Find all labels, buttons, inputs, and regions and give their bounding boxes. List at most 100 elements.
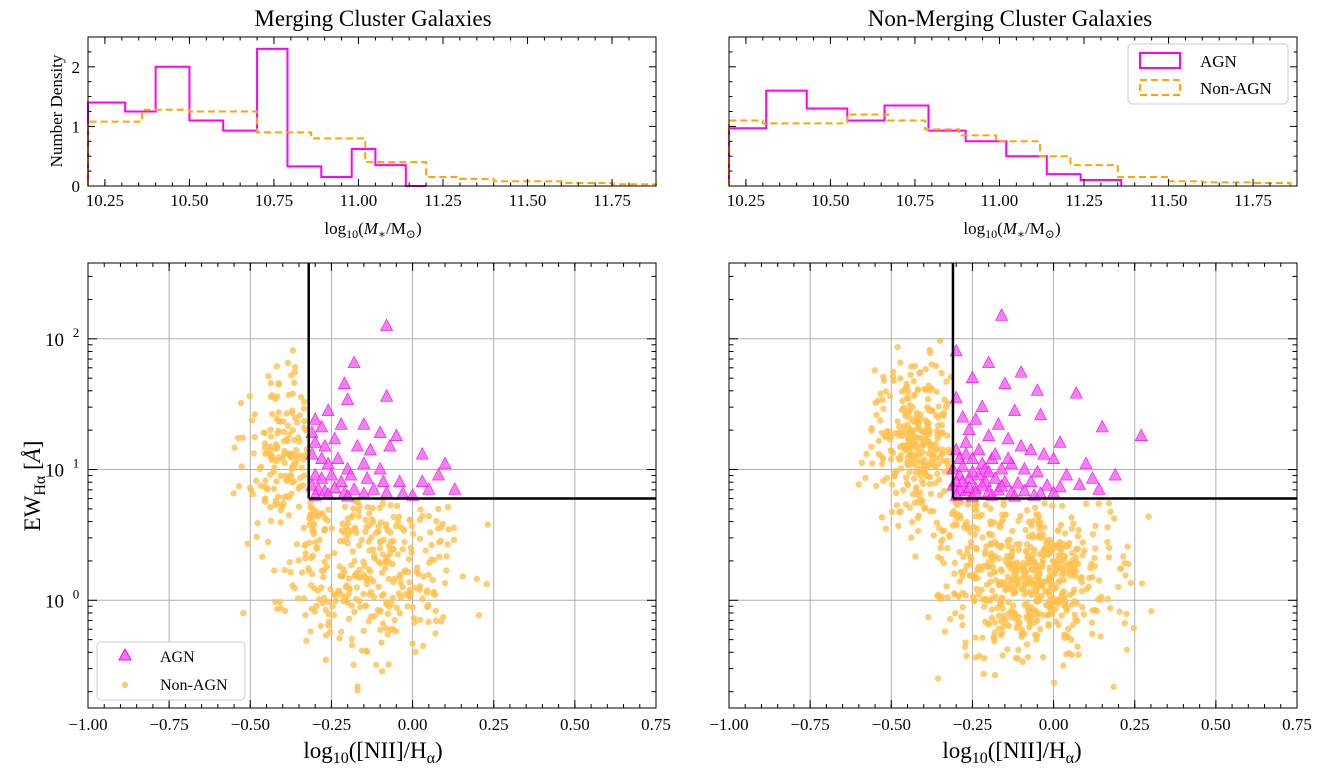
histogram-y-tick-label: 0 <box>72 177 81 196</box>
agn-point <box>965 370 979 383</box>
non-agn-point <box>408 522 416 530</box>
legend-non-agn-label: Non-AGN <box>1200 79 1272 98</box>
scatter-y-tick-exponent: 1 <box>73 456 80 471</box>
non-agn-point <box>1045 573 1053 580</box>
non-agn-point <box>1055 552 1062 559</box>
histogram-x-tick-label: 10.50 <box>811 191 849 210</box>
non-agn-point <box>985 620 993 627</box>
agn-point <box>959 446 973 460</box>
agn-point <box>315 451 329 464</box>
non-agn-point <box>1015 546 1023 553</box>
non-agn-point <box>914 386 921 393</box>
non-agn-point <box>999 605 1007 612</box>
histogram-x-tick-label: 11.25 <box>424 191 462 210</box>
non-agn-point <box>959 604 966 611</box>
non-agn-point <box>350 505 357 512</box>
non-agn-point <box>869 460 876 467</box>
non-agn-point <box>1069 621 1076 629</box>
non-agn-point <box>337 628 345 635</box>
non-agn-point <box>412 648 419 656</box>
non-agn-point <box>1044 612 1051 619</box>
non-agn-point <box>417 506 424 513</box>
non-agn-point <box>1004 646 1011 653</box>
non-agn-point <box>350 661 357 668</box>
non-agn-point <box>406 579 413 586</box>
non-agn-point <box>273 415 280 422</box>
non-agn-point <box>247 486 255 494</box>
non-agn-point <box>936 492 944 499</box>
non-agn-point <box>882 525 889 532</box>
scatter-x-tick-label: 0.75 <box>1282 715 1312 734</box>
non-agn-point <box>1024 653 1032 661</box>
non-agn-point <box>1115 583 1122 591</box>
non-agn-point <box>961 567 968 575</box>
agn-point <box>1108 467 1122 481</box>
non-agn-point <box>1124 543 1131 550</box>
non-agn-point <box>1072 568 1080 575</box>
non-agn-point <box>1065 634 1072 641</box>
non-agn-point <box>1138 580 1146 587</box>
non-agn-point <box>302 541 309 548</box>
non-agn-point <box>289 479 296 486</box>
non-agn-point <box>289 347 296 354</box>
agn-point <box>1047 451 1061 464</box>
scatter-non-merging-frame <box>728 262 1298 709</box>
non-agn-point <box>894 344 901 351</box>
non-agn-point <box>274 605 281 612</box>
non-agn-point <box>1023 541 1031 548</box>
non-agn-point <box>362 528 369 535</box>
non-agn-point <box>900 487 907 494</box>
non-agn-point <box>922 471 930 479</box>
non-agn-point <box>262 495 269 502</box>
non-agn-point <box>364 504 371 511</box>
agn-point <box>357 486 371 499</box>
non-agn-point <box>237 399 245 407</box>
non-agn-point <box>356 503 363 510</box>
non-agn-point <box>1122 572 1129 579</box>
non-agn-point <box>1092 545 1099 552</box>
non-agn-point <box>300 456 307 463</box>
non-agn-point <box>938 369 945 377</box>
non-agn-point <box>1025 617 1033 625</box>
non-agn-point <box>356 542 363 549</box>
non-agn-point <box>230 490 237 497</box>
non-agn-point <box>936 460 943 467</box>
agn-point <box>1073 477 1087 490</box>
non-agn-point <box>387 550 394 557</box>
non-agn-point <box>912 486 919 493</box>
non-agn-point <box>408 549 415 556</box>
scatter-x-tick-label: 0.00 <box>1039 715 1069 734</box>
non-agn-point <box>1074 617 1081 625</box>
non-agn-point <box>1035 521 1043 528</box>
agn-point <box>422 482 436 495</box>
non-agn-point <box>1110 515 1118 522</box>
histogram-non-merging: 10.25 10.50 10.75 11.00 11.25 11.50 11.75 AGN … <box>727 36 1298 210</box>
scatter-x-tick-label: −0.50 <box>231 715 270 734</box>
non-agn-point <box>902 407 909 415</box>
non-agn-point <box>332 592 339 599</box>
non-agn-point <box>270 485 278 493</box>
non-agn-point <box>395 513 403 520</box>
agn-point <box>432 467 446 481</box>
non-agn-point <box>1062 559 1069 566</box>
non-agn-point <box>354 687 361 694</box>
histogram-merging: 10.25 10.50 10.75 11.00 11.25 11.50 11.75 0 1 2 N… <box>47 36 657 210</box>
non-agn-point <box>911 391 918 398</box>
non-agn-point <box>1087 564 1094 571</box>
non-agn-point <box>368 534 375 541</box>
non-agn-point <box>1092 522 1099 529</box>
non-agn-point <box>300 417 308 425</box>
non-agn-point <box>283 477 290 484</box>
non-agn-point <box>275 493 282 500</box>
scatter-x-tick-label: 0.50 <box>560 715 590 734</box>
agn-point <box>373 425 387 438</box>
non-agn-point <box>890 368 897 376</box>
non-agn-point <box>313 602 320 610</box>
agn-point <box>1017 461 1031 475</box>
non-agn-point <box>1089 574 1096 581</box>
non-agn-point <box>882 433 889 440</box>
scatter-x-tick-label: −1.00 <box>709 715 748 734</box>
non-agn-point <box>280 494 288 501</box>
non-agn-point <box>433 518 440 525</box>
non-agn-point <box>331 549 338 557</box>
